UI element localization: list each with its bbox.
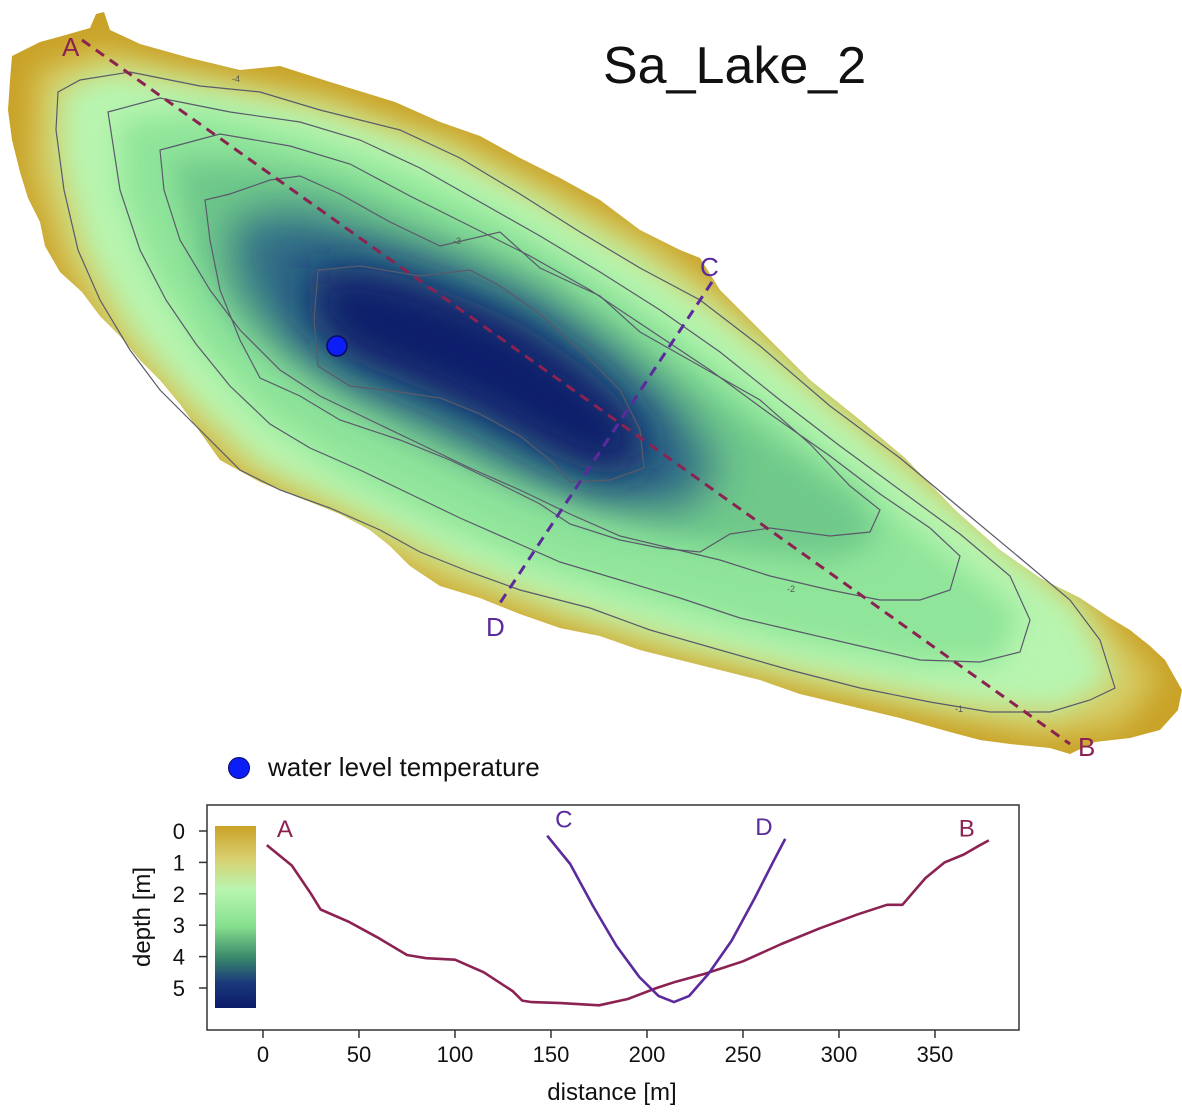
contour-labels: -4 -3 -2 -1 [232, 74, 963, 714]
x-tick-label: 200 [629, 1042, 666, 1067]
chart-series: A B C D [265, 807, 990, 1007]
map-legend: water level temperature [228, 752, 540, 783]
x-axis-label: distance [m] [547, 1079, 676, 1106]
profile-line-cd [546, 834, 787, 1004]
legend-label: water level temperature [268, 752, 540, 782]
profile-line-ab [265, 839, 990, 1007]
x-tick-label: 250 [725, 1042, 762, 1067]
contour-2 [107, 97, 1031, 663]
y-axis-label: depth [m] [129, 867, 156, 967]
y-tick-label: 2 [173, 882, 185, 907]
temperature-logger-marker [326, 335, 348, 357]
profile-start-label: A [277, 816, 293, 843]
lake-map: -4 -3 -2 -1 A B C D [8, 12, 1182, 762]
profile-end-label: B [959, 815, 975, 842]
contour-label: -4 [232, 74, 240, 84]
transect-label-b: B [1078, 732, 1095, 762]
x-tick-label: 100 [437, 1042, 474, 1067]
transect-ab: A B [62, 32, 1095, 762]
depth-colorbar [215, 826, 256, 1008]
transect-cd: C D [486, 252, 719, 642]
contour-3 [159, 133, 961, 601]
profile-end-label: D [755, 814, 772, 841]
contour-5 [313, 265, 645, 483]
y-tick-label: 5 [173, 976, 185, 1001]
depth-profile-chart: 0 50 100 150 200 250 300 350 0 1 2 3 4 5 A B C D depth [… [129, 804, 1020, 1106]
transect-label-d: D [486, 612, 505, 642]
x-tick-label: 150 [533, 1042, 570, 1067]
y-tick-label: 3 [173, 913, 185, 938]
contour-4 [204, 175, 881, 553]
contour-label: -2 [787, 584, 795, 594]
legend-marker-icon [228, 756, 250, 779]
y-tick-label: 1 [173, 850, 185, 875]
y-tick-label: 0 [173, 819, 185, 844]
map-title: Sa_Lake_2 [603, 37, 867, 95]
x-tick-label: 0 [257, 1042, 269, 1067]
y-tick-label: 4 [173, 945, 185, 970]
x-tick-label: 50 [347, 1042, 371, 1067]
x-tick-label: 350 [917, 1042, 954, 1067]
contour-label: -1 [955, 704, 963, 714]
transect-label-c: C [700, 252, 719, 282]
transect-label-a: A [62, 32, 80, 62]
contour-label: -3 [453, 236, 461, 246]
x-tick-label: 300 [821, 1042, 858, 1067]
profile-start-label: C [555, 807, 572, 834]
depth-contours [55, 71, 1116, 713]
contour-1 [55, 71, 1116, 713]
chart-axes: 0 50 100 150 200 250 300 350 0 1 2 3 4 5 [173, 819, 954, 1067]
plot-frame [206, 804, 1020, 1031]
transect-cd-line [496, 281, 714, 607]
transect-ab-line [81, 38, 1071, 746]
